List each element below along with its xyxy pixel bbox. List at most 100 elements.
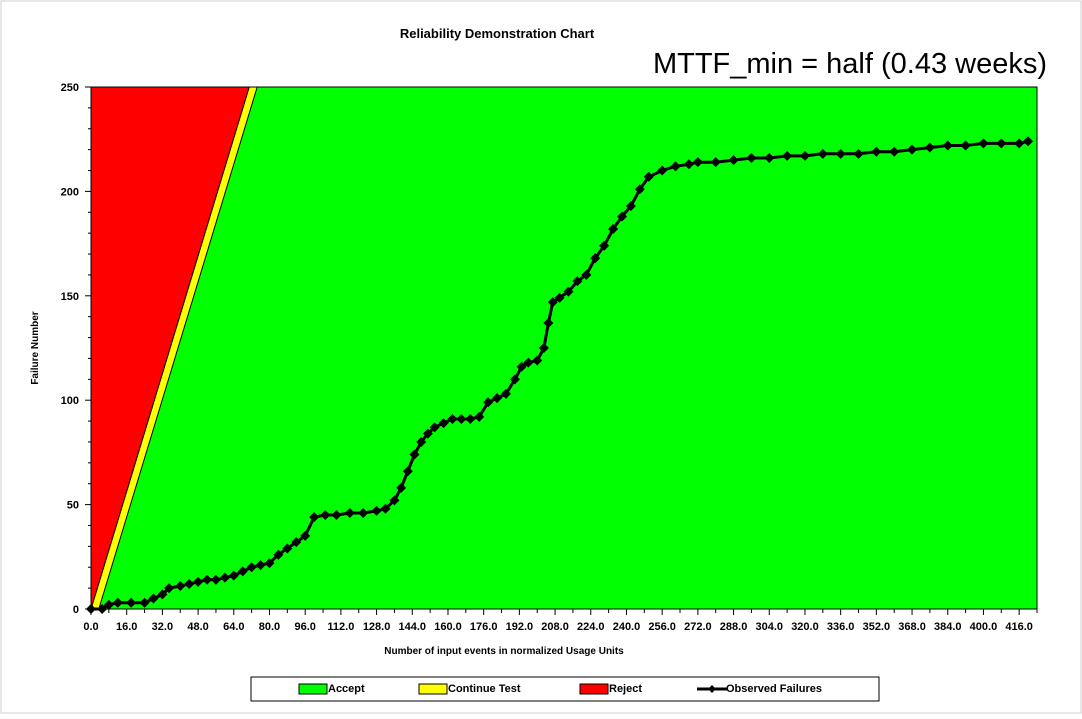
observed-failure-point xyxy=(523,357,534,368)
observed-failure-point xyxy=(625,201,636,212)
observed-failure-point xyxy=(683,159,694,170)
observed-failure-point xyxy=(782,150,793,161)
plot-area xyxy=(90,86,1038,610)
observed-failure-point xyxy=(416,436,427,447)
y-axis-label: Failure Number xyxy=(30,311,41,384)
x-tick-label: 352.0 xyxy=(863,621,891,633)
observed-failure-point xyxy=(86,604,96,614)
x-tick-label: 416.0 xyxy=(1005,621,1033,633)
x-tick-label: 16.0 xyxy=(116,621,137,633)
observed-failure-point xyxy=(617,211,628,222)
observed-failure-point xyxy=(184,578,195,589)
x-tick-label: 368.0 xyxy=(898,621,926,633)
observed-failure-point xyxy=(547,297,558,308)
observed-failure-point xyxy=(139,597,150,608)
legend-swatch-continue-test xyxy=(418,683,448,695)
observed-failure-point xyxy=(300,530,311,541)
observed-failure-point xyxy=(255,560,266,571)
y-tick-label: 250 xyxy=(61,82,79,94)
y-tick-label: 100 xyxy=(61,395,79,407)
observed-failure-point xyxy=(389,495,400,506)
x-tick-label: 192.0 xyxy=(506,621,534,633)
plot-border xyxy=(90,86,1038,610)
observed-failure-point xyxy=(942,140,953,151)
x-tick-label: 240.0 xyxy=(613,621,641,633)
observed-failure-point xyxy=(157,589,168,600)
x-tick-label: 336.0 xyxy=(827,621,855,633)
x-tick-label: 96.0 xyxy=(294,621,315,633)
observed-failure-point xyxy=(344,507,355,518)
observed-failure-point xyxy=(516,361,527,372)
observed-failure-point xyxy=(563,286,574,297)
observed-failure-point xyxy=(291,537,302,548)
x-tick-label: 0.0 xyxy=(83,621,98,633)
x-tick-label: 160.0 xyxy=(434,621,462,633)
x-tick-label: 176.0 xyxy=(470,621,498,633)
x-tick-label: 48.0 xyxy=(187,621,208,633)
observed-failure-point xyxy=(853,148,864,159)
observed-failure-point xyxy=(889,146,900,157)
x-tick-label: 256.0 xyxy=(648,621,676,633)
x-tick-label: 144.0 xyxy=(399,621,427,633)
observed-failure-point xyxy=(764,152,775,163)
observed-failure-point xyxy=(103,599,114,610)
x-tick-label: 400.0 xyxy=(970,621,998,633)
x-tick-label: 64.0 xyxy=(223,621,244,633)
observed-failure-point xyxy=(331,510,342,521)
observed-failure-point xyxy=(483,397,494,408)
x-tick-label: 304.0 xyxy=(755,621,783,633)
observed-failure-point xyxy=(396,482,407,493)
x-tick-label: 320.0 xyxy=(791,621,819,633)
observed-failure-point xyxy=(657,165,668,176)
y-tick-label: 150 xyxy=(61,291,79,303)
observed-failure-point xyxy=(246,562,257,573)
observed-failure-point xyxy=(309,512,320,523)
observed-failure-point xyxy=(126,597,137,608)
observed-failure-point xyxy=(264,558,275,569)
legend-box xyxy=(250,676,880,702)
legend-label-accept: Accept xyxy=(328,683,365,695)
observed-failure-point xyxy=(692,157,703,168)
x-tick-label: 288.0 xyxy=(720,621,748,633)
legend: Accept Continue Test Reject Observed Fai… xyxy=(250,676,880,702)
observed-failure-point xyxy=(402,466,413,477)
accept-region xyxy=(91,87,1037,609)
observed-failure-point xyxy=(509,374,520,385)
observed-failure-point xyxy=(543,317,554,328)
legend-marker-observed xyxy=(708,685,716,693)
observed-failure-point xyxy=(422,428,433,439)
observed-failure-point xyxy=(599,240,610,251)
observed-failure-point xyxy=(175,581,186,592)
legend-swatch-reject xyxy=(579,683,609,695)
observed-failure-point xyxy=(608,223,619,234)
chart-title: Reliability Demonstration Chart xyxy=(400,26,595,41)
observed-failure-point xyxy=(202,574,213,585)
y-tick-label: 200 xyxy=(61,186,79,198)
observed-failure-point xyxy=(409,449,420,460)
legend-label-reject: Reject xyxy=(609,683,642,695)
observed-failure-point xyxy=(817,148,828,159)
observed-failure-point xyxy=(273,549,284,560)
observed-failure-point xyxy=(924,142,935,153)
chart-annotation: MTTF_min = half (0.43 weeks) xyxy=(653,48,1047,80)
observed-failure-point xyxy=(237,566,248,577)
x-tick-label: 224.0 xyxy=(577,621,605,633)
observed-failure-point xyxy=(538,343,549,353)
observed-failure-point xyxy=(871,146,882,157)
y-tick-label: 50 xyxy=(67,500,79,512)
observed-failure-point xyxy=(219,572,230,583)
observed-failure-point xyxy=(978,138,989,149)
legend-label-observed: Observed Failures xyxy=(726,683,822,695)
observed-failure-point xyxy=(438,418,449,429)
observed-failure-point xyxy=(590,253,601,264)
observed-failure-point xyxy=(465,413,476,424)
observed-failure-point xyxy=(380,503,391,514)
observed-failure-point xyxy=(228,570,239,581)
observed-failure-point xyxy=(164,583,175,594)
x-tick-label: 32.0 xyxy=(152,621,173,633)
x-tick-label: 384.0 xyxy=(934,621,962,633)
x-tick-label: 80.0 xyxy=(259,621,280,633)
observed-failure-point xyxy=(572,276,583,287)
